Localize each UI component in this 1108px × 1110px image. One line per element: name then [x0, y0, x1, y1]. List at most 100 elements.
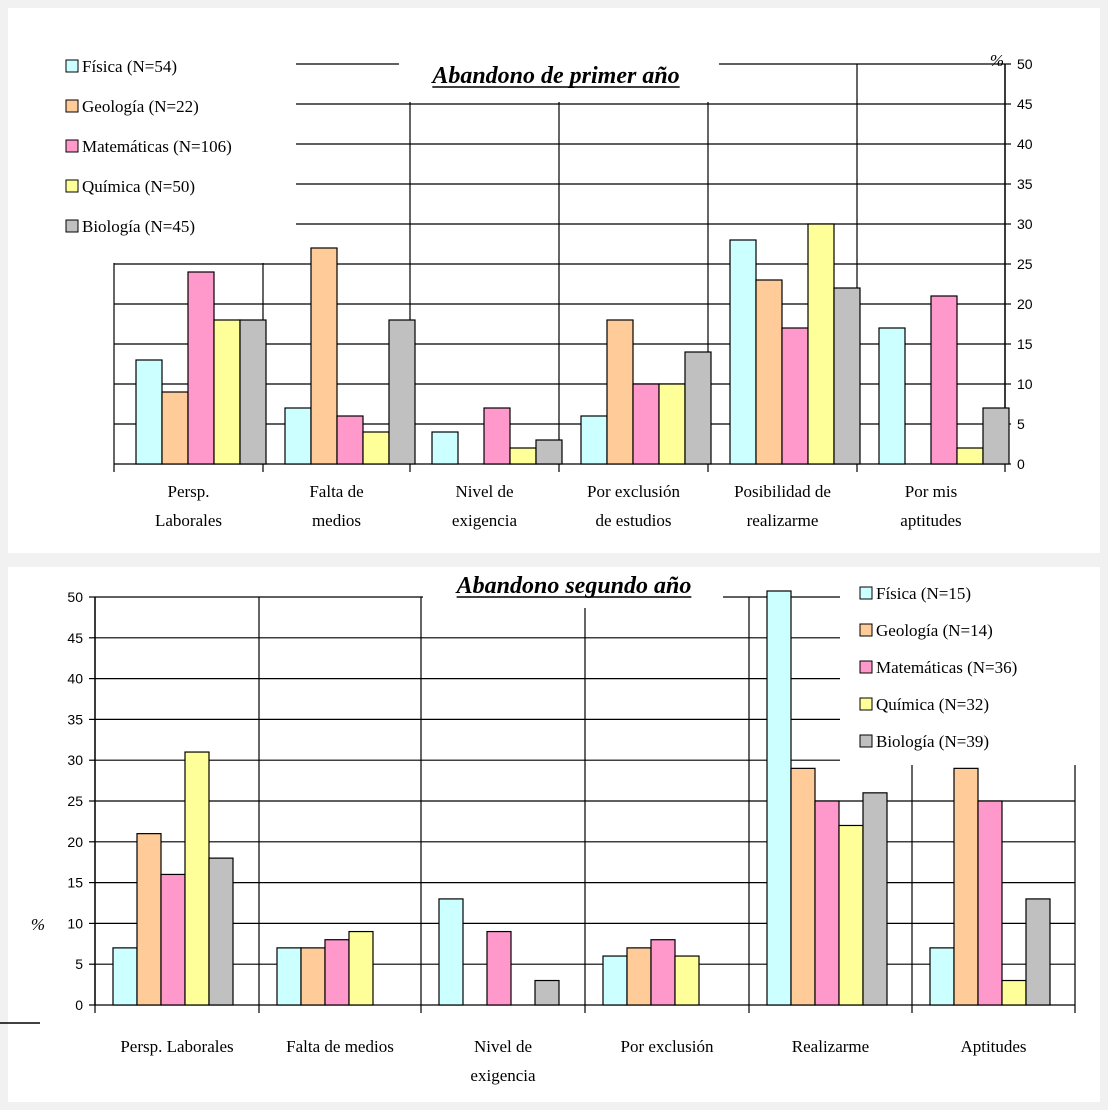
- category-label: Persp. Laborales: [120, 1037, 233, 1056]
- category-label: Laborales: [155, 511, 222, 530]
- chart-second-year: 0 5 10 15 20 25 30 35 40 45 50 Persp. Laborales Falt…: [8, 567, 1100, 1102]
- bar-4-4: [658, 383, 686, 465]
- category-label: Realizarme: [792, 1037, 869, 1056]
- bar-1-4: [580, 415, 608, 465]
- legend-swatch: [65, 59, 79, 73]
- y-tick-label: 15: [1017, 336, 1033, 352]
- category-label: Por mis: [905, 482, 957, 501]
- y-tick-label: 25: [67, 793, 83, 809]
- chart-title: Abandono de primer año: [430, 63, 679, 89]
- legend-label: Matemáticas (N=106): [82, 137, 232, 156]
- legend: Física (N=54) Geología (N=22) Matemáticas …: [65, 57, 232, 236]
- bar-4-1: [184, 751, 210, 1006]
- legend-background: [40, 50, 296, 263]
- bar-2-4: [626, 947, 652, 1006]
- bar-3-3: [483, 407, 511, 465]
- legend-swatch: [65, 139, 79, 153]
- bar-1-5: [766, 590, 792, 1006]
- y-tick-label: 15: [67, 875, 83, 891]
- bar-5-6: [982, 407, 1010, 465]
- bar-3-6: [977, 800, 1003, 1006]
- bar-3-1: [187, 271, 215, 465]
- bar-1-1: [112, 947, 138, 1006]
- category-label: exigencia: [470, 1066, 536, 1085]
- y-tick-label: 5: [75, 956, 83, 972]
- bar-5-4: [684, 351, 712, 465]
- legend-swatch: [65, 179, 79, 193]
- bar-2-2: [300, 947, 326, 1006]
- legend-swatch: [65, 219, 79, 233]
- bar-1-5: [729, 239, 757, 465]
- bar-4-2: [362, 431, 390, 465]
- bar-4-6: [1001, 979, 1027, 1006]
- legend-label: Geología (N=22): [82, 97, 199, 116]
- bar-2-1: [136, 833, 162, 1006]
- bar-1-3: [431, 431, 459, 465]
- chart-title: Abandono segundo año: [455, 573, 692, 599]
- legend-label: Matemáticas (N=36): [876, 658, 1017, 677]
- bar-5-3: [534, 979, 560, 1006]
- bar-2-6: [953, 767, 979, 1006]
- bar-5-3: [535, 439, 563, 465]
- legend-label: Biología (N=39): [876, 732, 989, 751]
- category-label: Por exclusión: [620, 1037, 714, 1056]
- category-label: medios: [312, 511, 361, 530]
- bar-1-1: [135, 359, 163, 465]
- category-label: Falta de medios: [286, 1037, 394, 1056]
- bars: [112, 590, 1051, 1006]
- bar-3-6: [930, 295, 958, 465]
- category-label: aptitudes: [900, 511, 961, 530]
- bar-5-2: [388, 319, 416, 465]
- bar-3-4: [632, 383, 660, 465]
- bar-3-2: [324, 939, 350, 1006]
- bar-5-5: [862, 792, 888, 1006]
- y-tick-label: 0: [75, 997, 83, 1013]
- y-tick-label: 35: [67, 711, 83, 727]
- bar-4-3: [509, 447, 537, 465]
- legend-background: [840, 575, 1082, 765]
- y-tick-label: 30: [67, 752, 83, 768]
- legend-label: Química (N=32): [876, 695, 989, 714]
- bar-3-3: [486, 930, 512, 1006]
- y-tick-label: 25: [1017, 256, 1033, 272]
- bar-3-4: [650, 939, 676, 1006]
- category-label: Posibilidad de: [734, 482, 831, 501]
- y-tick-label: 30: [1017, 216, 1033, 232]
- bar-2-5: [790, 767, 816, 1006]
- bar-3-5: [814, 800, 840, 1006]
- bar-5-1: [208, 857, 234, 1006]
- bar-1-2: [276, 947, 302, 1006]
- y-tick-label: 45: [67, 630, 83, 646]
- y-tick-label: 10: [67, 915, 83, 931]
- bar-2-2: [310, 247, 338, 465]
- category-label: Nivel de: [474, 1037, 532, 1056]
- bar-4-6: [956, 447, 984, 465]
- legend-swatch: [65, 99, 79, 113]
- legend-swatch: [859, 660, 873, 674]
- y-tick-label: 50: [1017, 56, 1033, 72]
- legend-swatch: [859, 623, 873, 637]
- chart-first-year: 0 5 10 15 20 25 30 35 40 45 50 Persp. Laborales Falta…: [8, 8, 1100, 553]
- bar-4-5: [838, 824, 864, 1006]
- y-tick-label: 40: [67, 671, 83, 687]
- title-background: [423, 568, 723, 608]
- y-tick-label: 50: [67, 589, 83, 605]
- legend-label: Química (N=50): [82, 177, 195, 196]
- y-tick-label: 35: [1017, 176, 1033, 192]
- category-label: Por exclusión: [587, 482, 681, 501]
- category-label: Falta de: [309, 482, 363, 501]
- category-label: exigencia: [452, 511, 518, 530]
- category-label: realizarme: [747, 511, 819, 530]
- bar-5-6: [1025, 898, 1051, 1006]
- unit-label: %: [31, 915, 45, 934]
- category-label: Persp.: [167, 482, 209, 501]
- category-label: Nivel de: [455, 482, 513, 501]
- unit-label: %: [990, 51, 1004, 70]
- bar-4-5: [807, 223, 835, 465]
- y-tick-label: 5: [1017, 416, 1025, 432]
- y-tick-label: 45: [1017, 96, 1033, 112]
- category-label: Aptitudes: [960, 1037, 1026, 1056]
- bar-1-6: [878, 327, 906, 465]
- y-tick-label: 10: [1017, 376, 1033, 392]
